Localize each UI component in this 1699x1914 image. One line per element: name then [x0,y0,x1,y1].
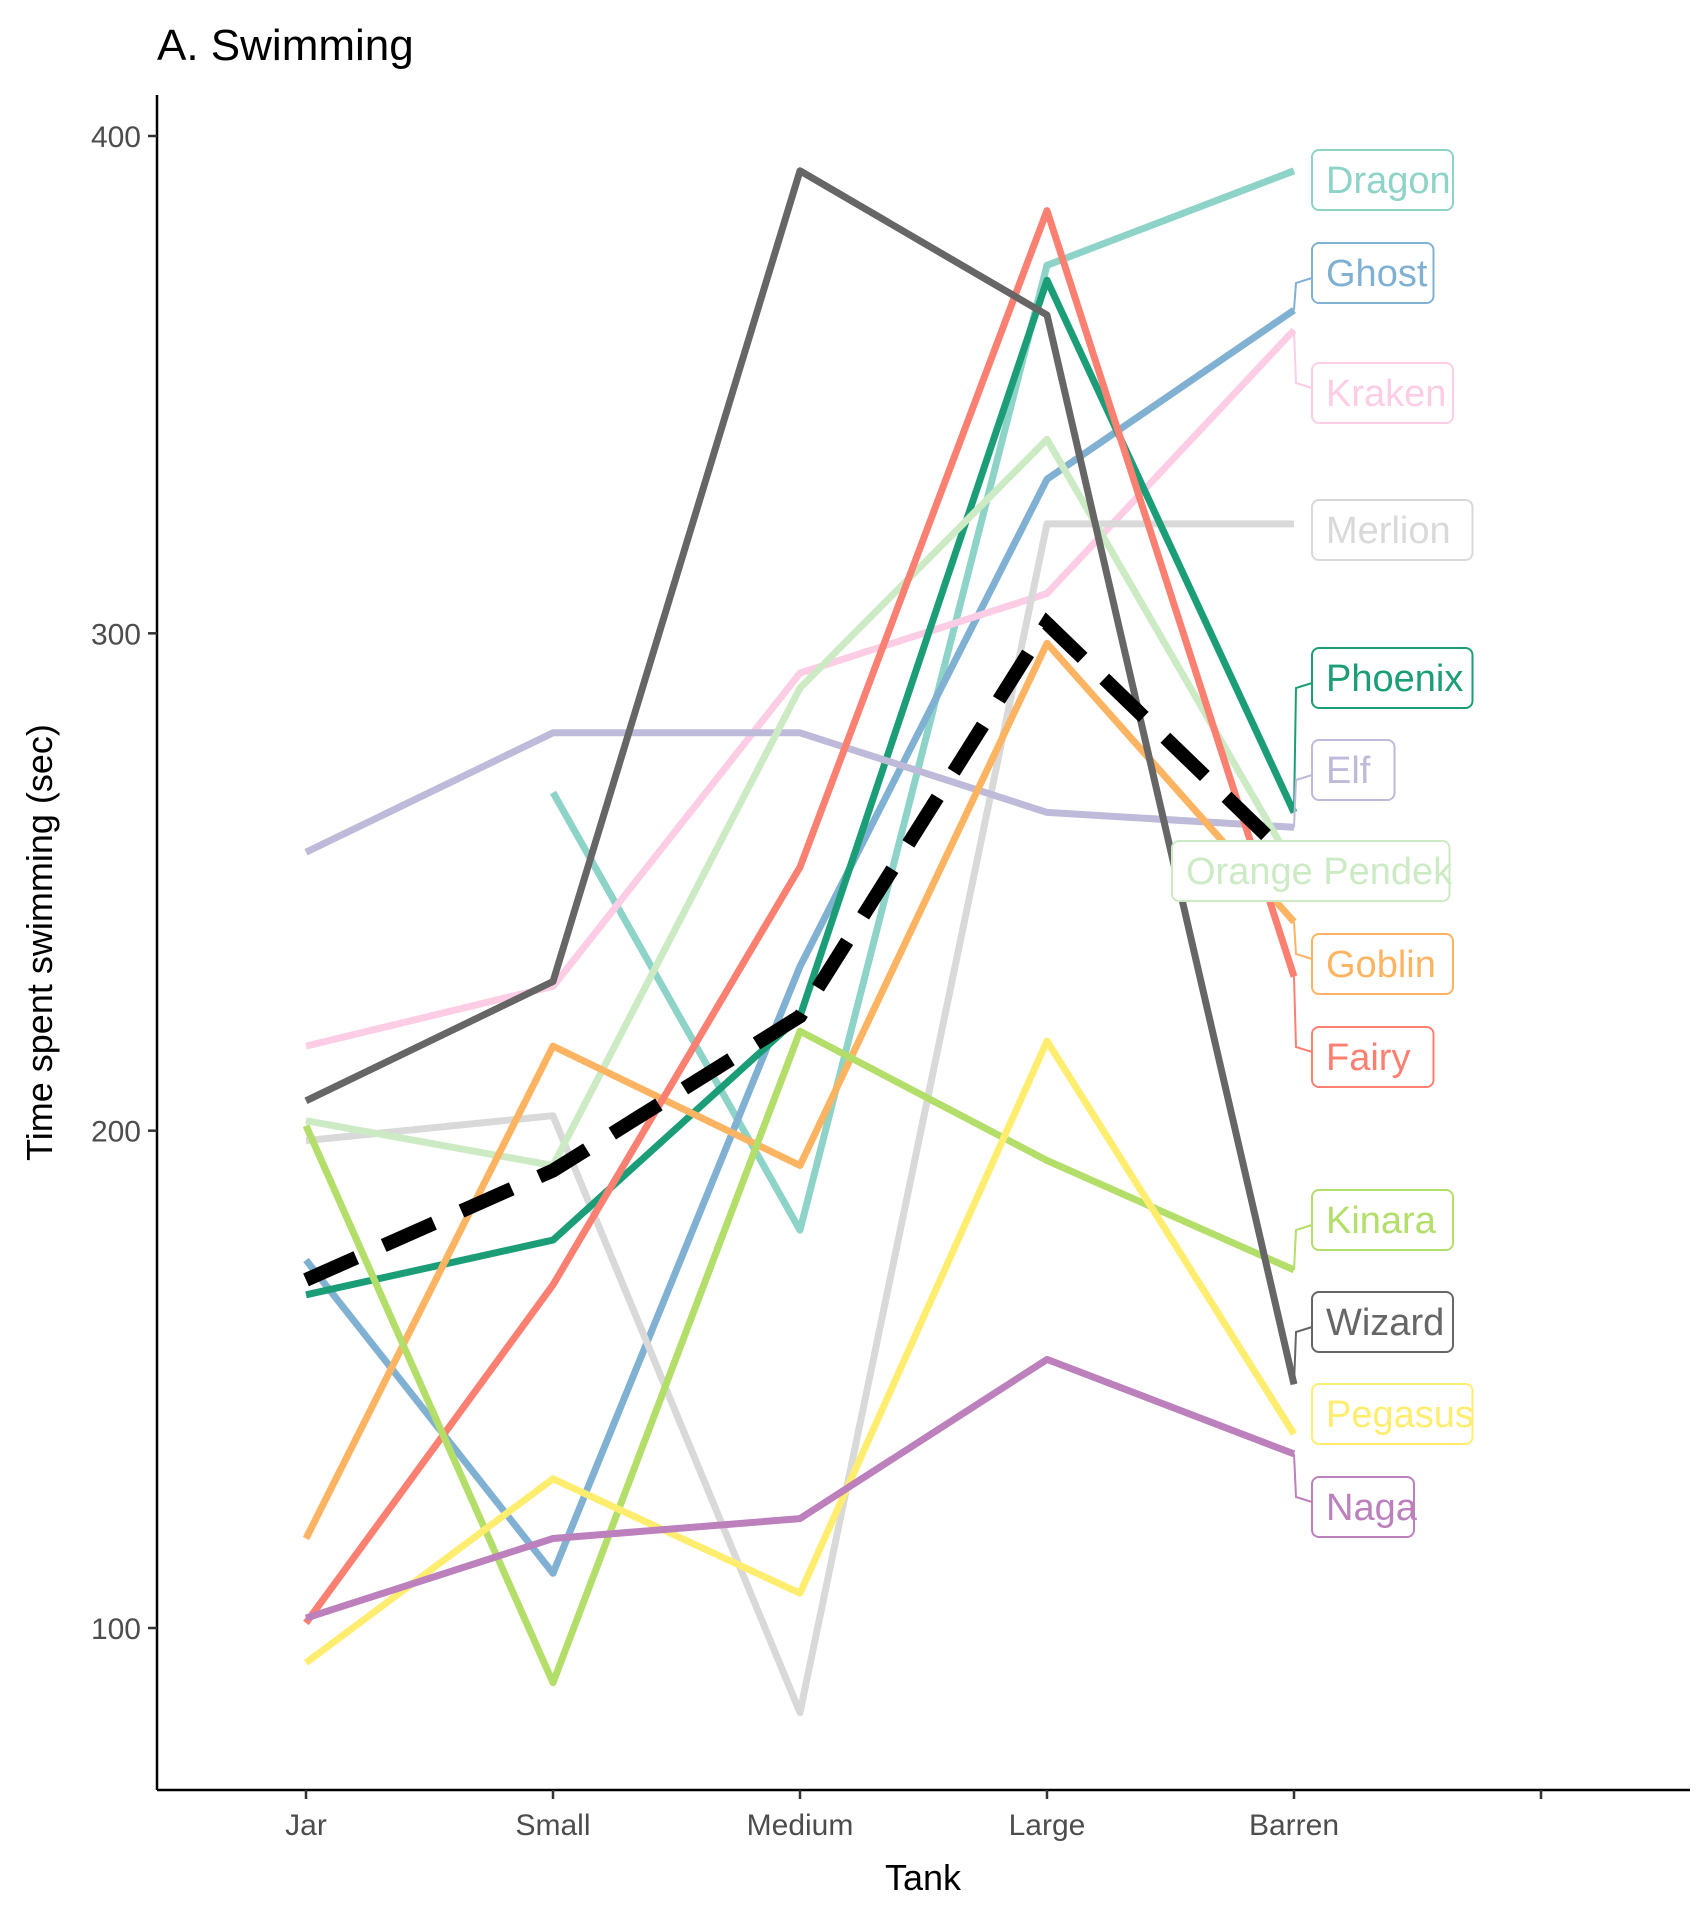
label-leader [1293,921,1313,960]
x-tick-label: Large [1009,1809,1086,1842]
series-label-fairy: Fairy [1293,976,1435,1088]
series-lines [302,167,1299,1716]
series-line-kinara [302,1027,1296,1687]
label-leader [1293,1224,1313,1270]
series-line-pegasus [303,1037,1297,1666]
label-box [1311,739,1396,801]
label-box [1171,840,1451,902]
mean-line [303,612,1299,1287]
label-box [1311,1026,1435,1088]
y-axis-ticks: 100 200 300 400 [91,121,157,1646]
series-line-wizard [304,167,1298,1386]
label-text: Elf [1326,750,1371,792]
label-text: Orange Pendek [1186,851,1453,893]
label-box [1311,242,1435,304]
label-leader [1293,1326,1313,1385]
series-labels: Dragon Ghost Kraken Merlion Phoenix Elf Orange… [1171,149,1474,1538]
x-tick-label: Barren [1249,1809,1339,1842]
y-tick-label: 400 [91,121,141,154]
series-line-phoenix [305,276,1298,1299]
label-text: Pegasus [1326,1394,1474,1436]
y-tick-label: 300 [91,618,141,651]
label-box [1311,933,1454,995]
label-text: Dragon [1326,160,1451,202]
series-line-dragon [549,167,1296,1234]
x-tick-label: Medium [747,1809,854,1842]
label-box [1311,149,1454,211]
series-label-wizard: Wizard [1293,1291,1454,1385]
series-label-orange-pendek: Orange Pendek [1171,840,1453,902]
label-text: Ghost [1326,253,1428,295]
y-tick-label: 200 [91,1116,141,1149]
label-text: Fairy [1326,1037,1410,1079]
label-leader [1293,976,1313,1053]
series-label-goblin: Goblin [1293,921,1454,995]
x-tick-label: Small [515,1809,590,1842]
series-label-kinara: Kinara [1293,1189,1454,1270]
x-axis-label: Tank [885,1857,962,1898]
chart-title: A. Swimming [157,21,414,70]
x-tick-label: Jar [285,1809,327,1842]
series-label-pegasus: Pegasus [1311,1383,1474,1445]
series-label-ghost: Ghost [1293,242,1435,311]
label-leader [1293,277,1313,311]
series-line-ghost [303,307,1296,1577]
label-box [1311,499,1474,561]
series-label-merlion: Merlion [1311,499,1474,561]
label-leader [1293,682,1313,813]
label-box [1311,1291,1454,1353]
label-text: Kinara [1326,1200,1437,1242]
label-text: Goblin [1326,944,1436,986]
x-axis-ticks: Jar Small Medium Large Barren [285,1790,1543,1842]
label-leader [1293,1453,1313,1503]
label-text: Phoenix [1326,658,1463,700]
label-text: Naga [1326,1487,1418,1529]
y-tick-label: 100 [91,1613,141,1646]
series-label-elf: Elf [1293,739,1396,828]
series-line-merlion [305,520,1294,1716]
series-line-kraken [305,327,1297,1050]
label-box [1311,362,1454,424]
label-box [1311,1383,1474,1445]
label-box [1311,1189,1454,1251]
label-box [1311,1476,1415,1538]
series-label-dragon: Dragon [1311,149,1454,211]
label-box [1311,647,1474,709]
series-label-naga: Naga [1293,1453,1418,1538]
series-line-naga [304,1355,1296,1622]
series-line-elf [304,729,1295,856]
label-leader [1293,329,1313,389]
label-leader [1293,774,1313,828]
series-label-kraken: Kraken [1293,329,1454,424]
label-text: Merlion [1326,510,1451,552]
series-line-fairy [303,207,1298,1626]
label-text: Kraken [1326,373,1446,415]
label-text: Wizard [1326,1302,1444,1344]
y-axis-label: Time spent swimming (sec) [19,724,60,1161]
series-line-orange-pendek [305,435,1298,1169]
series-label-phoenix: Phoenix [1293,647,1474,813]
